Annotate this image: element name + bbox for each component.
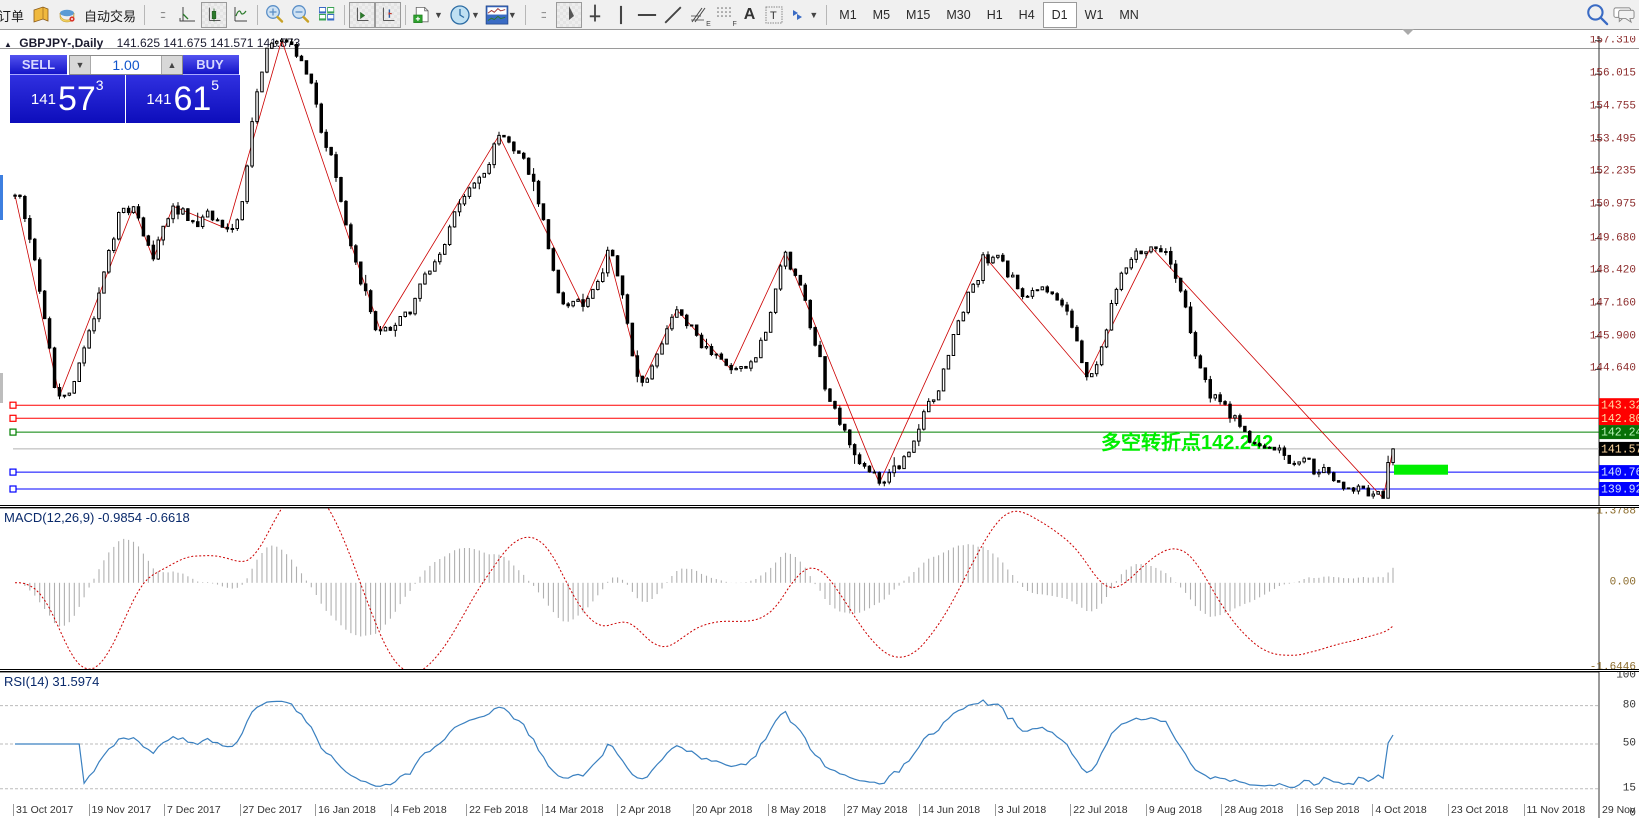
svg-text:142.242: 142.242 <box>1601 427 1639 440</box>
svg-text:多空转折点142.242: 多空转折点142.242 <box>1101 430 1273 454</box>
svg-text:143.323: 143.323 <box>1601 400 1639 413</box>
svg-text:139.920: 139.920 <box>1601 484 1639 497</box>
svg-text:142.805: 142.805 <box>1601 413 1639 426</box>
svg-text:140.763: 140.763 <box>1601 467 1639 480</box>
svg-text:T: T <box>770 10 777 22</box>
svg-text:141.573: 141.573 <box>1601 443 1639 456</box>
